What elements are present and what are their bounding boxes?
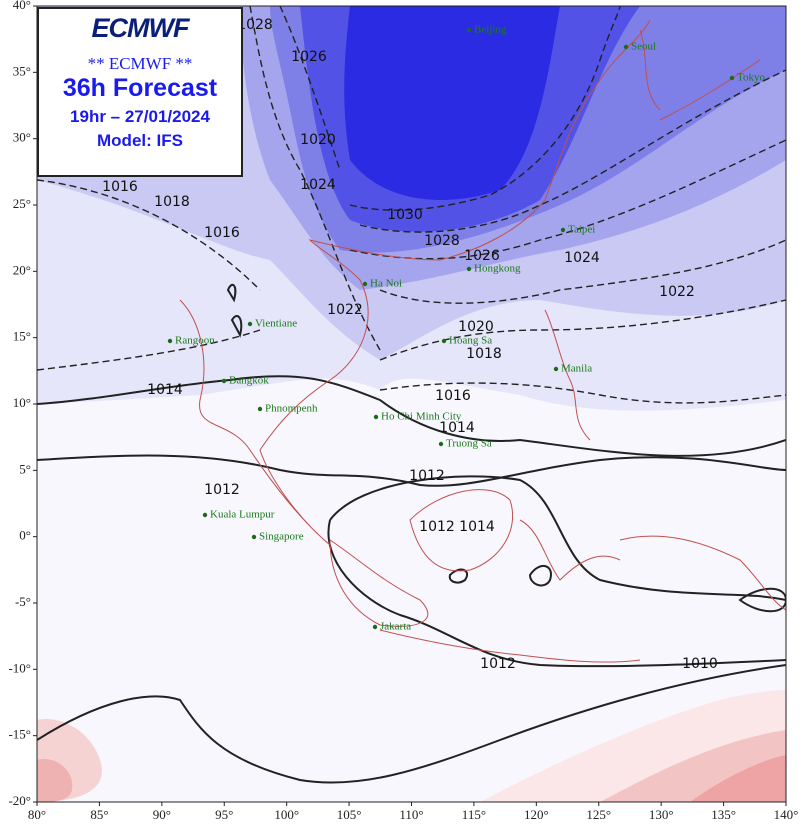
city-dot bbox=[202, 512, 208, 518]
isobar-label: 1012 bbox=[409, 468, 445, 484]
isobar-label: 1028 bbox=[237, 17, 273, 33]
city-dot bbox=[560, 227, 566, 233]
city-dot bbox=[553, 366, 559, 372]
lat-ticks: 40° 35° 30° 25° 20° 15° 10° 5° 0° -5° -10° -15° -20° bbox=[8, 0, 37, 808]
lat-tick-label: 25° bbox=[13, 196, 31, 211]
city-dot bbox=[438, 441, 444, 447]
subtitle: ** ECMWF ** bbox=[87, 54, 193, 73]
lat-tick-label: 15° bbox=[13, 329, 31, 344]
isobar-label: 1024 bbox=[300, 177, 336, 193]
city-label: Rangoon bbox=[175, 335, 215, 347]
city-dot bbox=[441, 338, 447, 344]
city-dot bbox=[466, 27, 472, 33]
lat-tick-label: 0° bbox=[19, 528, 31, 543]
isobar-label: 1012 bbox=[480, 656, 516, 672]
isobar-label: 1016 bbox=[204, 225, 240, 241]
city-dot bbox=[623, 44, 629, 50]
lat-tick-label: -15° bbox=[8, 727, 31, 742]
isobar-label: 1014 bbox=[439, 420, 475, 436]
lat-tick-label: -20° bbox=[8, 793, 31, 808]
city-label: Hongkong bbox=[474, 263, 521, 275]
lon-tick-label: 80° bbox=[28, 807, 46, 822]
cities: Beijing Seoul Tokyo Taipei Hongkong Ha Noi Vie… bbox=[167, 24, 765, 633]
city-dot bbox=[729, 75, 735, 81]
isobar-label: 1012 bbox=[204, 482, 240, 498]
lat-tick-label: 10° bbox=[13, 395, 31, 410]
lon-tick-label: 95° bbox=[215, 807, 233, 822]
isobar-label: 1012 bbox=[419, 519, 455, 535]
lon-tick-label: 90° bbox=[153, 807, 171, 822]
isobars bbox=[37, 6, 786, 784]
forecast-time: 19hr – 27/01/2024 bbox=[70, 107, 210, 126]
coastlines bbox=[179, 19, 786, 663]
lon-tick-label: 140° bbox=[774, 807, 799, 822]
city-label: Ho Chi Minh City bbox=[381, 411, 462, 423]
lat-tick-label: 30° bbox=[13, 130, 31, 145]
city-label: Jakarta bbox=[380, 621, 411, 633]
city-dot bbox=[373, 414, 379, 420]
isobar-label: 1018 bbox=[154, 194, 190, 210]
isobar-label: 1014 bbox=[459, 519, 495, 535]
city-label: Manila bbox=[561, 363, 592, 375]
city-label: Vientiane bbox=[255, 318, 297, 330]
lon-tick-label: 130° bbox=[649, 807, 674, 822]
city-label: Beijing bbox=[474, 24, 507, 36]
isobar-label: 1022 bbox=[659, 284, 695, 300]
lon-tick-label: 110° bbox=[399, 807, 423, 822]
logo: ECMWF bbox=[91, 13, 190, 43]
lat-tick-label: -5° bbox=[15, 594, 31, 609]
city-dot bbox=[221, 378, 227, 384]
city-dot bbox=[372, 624, 378, 630]
lon-tick-label: 125° bbox=[586, 807, 611, 822]
isobar-label: 1016 bbox=[435, 388, 471, 404]
isobar-label: 1024 bbox=[564, 250, 600, 266]
lon-tick-label: 135° bbox=[711, 807, 736, 822]
lon-tick-label: 100° bbox=[274, 807, 299, 822]
city-label: Bangkok bbox=[229, 375, 269, 387]
isobar-label: 1022 bbox=[327, 302, 363, 318]
city-dot bbox=[247, 321, 253, 327]
city-label: Taipei bbox=[568, 224, 595, 236]
lon-tick-label: 105° bbox=[337, 807, 362, 822]
isobar-label: 1026 bbox=[291, 49, 327, 65]
lat-tick-label: 35° bbox=[13, 63, 31, 78]
isobar-label: 1020 bbox=[458, 319, 494, 335]
city-dot bbox=[167, 338, 173, 344]
lat-tick-label: 20° bbox=[13, 262, 31, 277]
city-label: Seoul bbox=[631, 41, 656, 53]
title: 36h Forecast bbox=[62, 74, 218, 102]
header-box: ECMWF ** ECMWF ** 36h Forecast 19hr – 27… bbox=[37, 7, 243, 177]
model: Model: IFS bbox=[97, 131, 183, 150]
lon-tick-label: 115° bbox=[462, 807, 486, 822]
isobar-label: 1028 bbox=[424, 233, 460, 249]
city-dot bbox=[466, 266, 472, 272]
isobar-label: 1030 bbox=[387, 207, 423, 223]
city-label: Phnompenh bbox=[265, 403, 318, 415]
lat-tick-label: 5° bbox=[19, 461, 31, 476]
city-dot bbox=[362, 281, 368, 287]
city-label: Tokyo bbox=[737, 72, 765, 84]
isobar-label: 1026 bbox=[464, 248, 500, 264]
lon-tick-label: 85° bbox=[90, 807, 108, 822]
isobar-label: 1018 bbox=[466, 346, 502, 362]
lat-tick-label: -10° bbox=[8, 660, 31, 675]
city-label: Truong Sa bbox=[446, 438, 492, 450]
city-label: Ha Noi bbox=[370, 278, 402, 290]
lon-ticks: 80° 85° 90° 95° 100° 105° 110° 115° 120° 125° 130°… bbox=[28, 802, 798, 822]
city-label: Kuala Lumpur bbox=[210, 509, 275, 521]
lat-tick-label: 40° bbox=[13, 0, 31, 12]
isobar-label: 1016 bbox=[102, 179, 138, 195]
city-label: Singapore bbox=[259, 531, 304, 543]
lon-tick-label: 120° bbox=[524, 807, 549, 822]
isobar-label: 1020 bbox=[300, 132, 336, 148]
isobar-label: 1010 bbox=[682, 656, 718, 672]
city-dot bbox=[251, 534, 257, 540]
city-label: Hoang Sa bbox=[449, 335, 492, 347]
isobar-label: 1014 bbox=[147, 382, 183, 398]
city-dot bbox=[257, 406, 263, 412]
